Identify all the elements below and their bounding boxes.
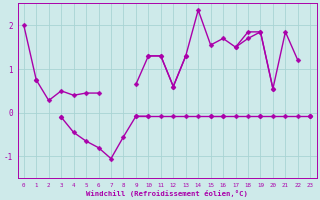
- X-axis label: Windchill (Refroidissement éolien,°C): Windchill (Refroidissement éolien,°C): [86, 190, 248, 197]
